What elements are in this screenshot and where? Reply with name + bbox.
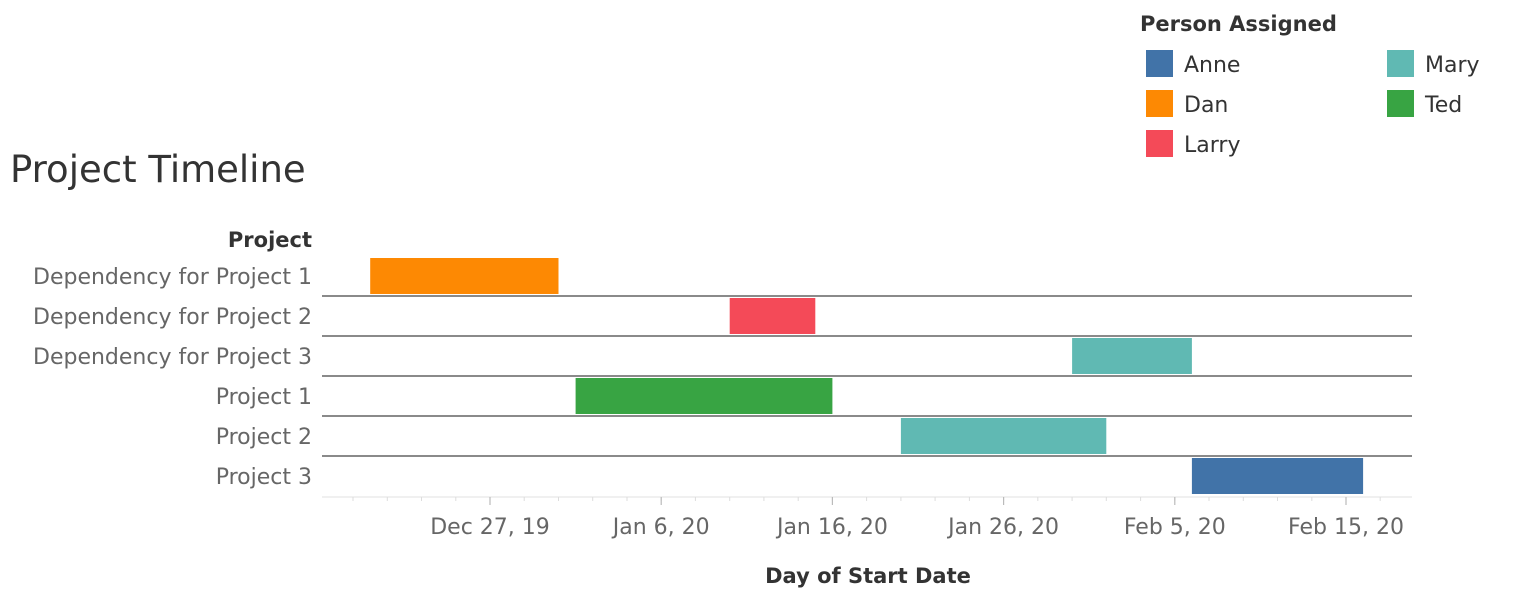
plot-area: Dependency for Project 1 Dependency for P… xyxy=(33,258,1412,494)
row-header: Project xyxy=(228,228,312,252)
gantt-bar xyxy=(1191,458,1364,494)
legend: Anne Dan Larry Mary Ted xyxy=(1146,50,1480,158)
row-label: Dependency for Project 2 xyxy=(33,305,312,330)
gantt-bar xyxy=(575,378,833,414)
row-label: Dependency for Project 1 xyxy=(33,265,312,290)
legend-swatch-anne xyxy=(1146,50,1173,77)
gantt-bar xyxy=(729,298,816,334)
legend-swatch-mary xyxy=(1387,50,1414,77)
gantt-bar xyxy=(370,258,559,294)
x-tick-label: Dec 27, 19 xyxy=(430,515,550,540)
row-label: Dependency for Project 3 xyxy=(33,345,312,370)
legend-label-ted: Ted xyxy=(1424,93,1462,118)
x-tick-label: Jan 16, 20 xyxy=(775,515,888,540)
legend-label-dan: Dan xyxy=(1184,93,1228,118)
x-tick-label: Feb 15, 20 xyxy=(1288,515,1404,540)
legend-title: Person Assigned xyxy=(1140,12,1337,36)
x-axis: Dec 27, 19 Jan 6, 20 Jan 16, 20 Jan 26, 20 F… xyxy=(322,496,1412,540)
legend-swatch-ted xyxy=(1387,90,1414,117)
x-tick-label: Feb 5, 20 xyxy=(1124,515,1226,540)
row-label: Project 1 xyxy=(216,385,312,410)
x-axis-title: Day of Start Date xyxy=(765,564,971,588)
legend-label-anne: Anne xyxy=(1184,53,1240,78)
row-label: Project 3 xyxy=(216,465,312,490)
gantt-bar xyxy=(1072,338,1192,374)
row-label: Project 2 xyxy=(216,425,312,450)
gantt-bar xyxy=(900,418,1107,454)
x-tick-label: Jan 26, 20 xyxy=(946,515,1059,540)
legend-label-larry: Larry xyxy=(1184,133,1240,158)
chart-title: Project Timeline xyxy=(10,148,306,191)
legend-swatch-larry xyxy=(1146,130,1173,157)
legend-label-mary: Mary xyxy=(1425,53,1480,78)
x-tick-label: Jan 6, 20 xyxy=(611,515,710,540)
legend-swatch-dan xyxy=(1146,90,1173,117)
